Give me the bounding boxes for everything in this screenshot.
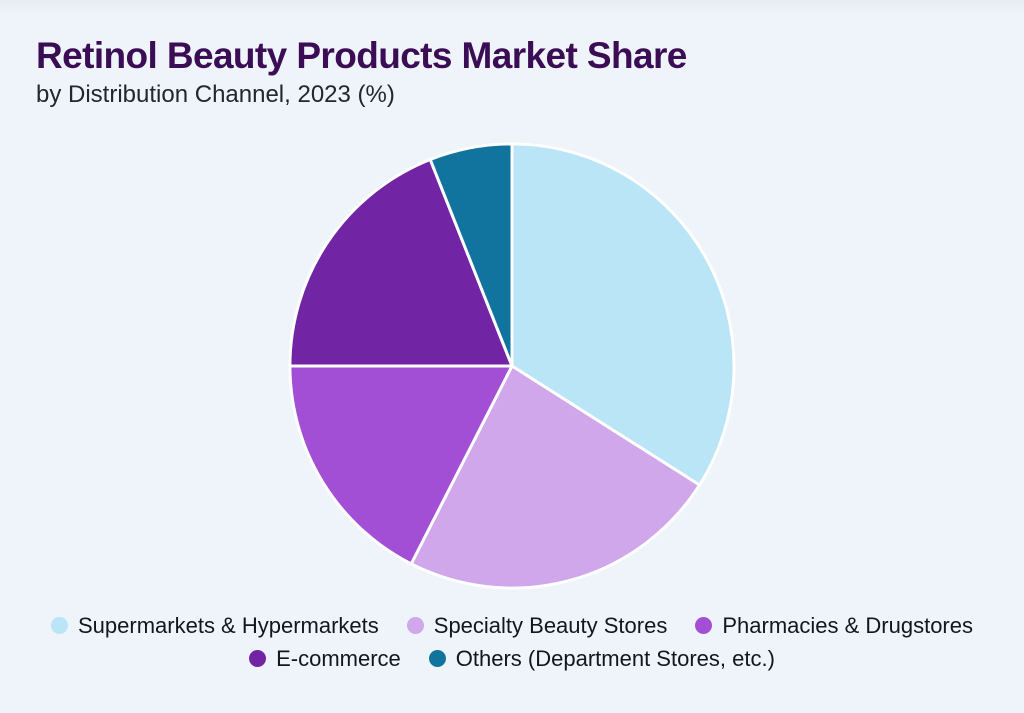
legend-swatch-icon [406,617,424,635]
legend-swatch-icon [695,617,713,635]
pie-slice-4 [288,157,514,368]
pie-slice-3 [288,364,514,565]
legend-item-4: E-commerce [249,646,401,672]
pie-chart-svg [288,142,736,590]
legend-swatch-icon [428,650,446,668]
legend-label: Pharmacies & Drugstores [722,612,973,638]
legend-item-3: Pharmacies & Drugstores [695,613,973,639]
legend-label: Specialty Beauty Stores [433,612,668,638]
legend-item-5: Others (Department Stores, etc.) [428,645,775,672]
legend: Supermarkets & Hypermarkets Specialty Bea… [0,613,1024,672]
legend-label: Supermarkets & Hypermarkets [78,612,379,638]
pie-chart-area [0,139,1024,593]
chart-header: Retinol Beauty Products Market Share by … [0,0,1024,109]
legend-row-2: E-commerce Others (Department Stores, etc… [249,646,775,672]
legend-item-2: Specialty Beauty Stores [406,612,668,639]
pie-slice-2 [409,364,701,590]
chart-title: Retinol Beauty Products Market Share [36,35,687,76]
legend-swatch-icon [249,650,267,668]
legend-swatch-icon [51,617,68,635]
chart-subtitle: by Distribution Channel, 2023 (%) [36,80,395,108]
legend-label: Others (Department Stores, etc.) [455,645,775,671]
pie-slice-5 [428,142,514,368]
legend-row-1: Supermarkets & Hypermarkets Specialty Bea… [51,613,973,639]
legend-item-1: Supermarkets & Hypermarkets [51,613,379,639]
legend-label: E-commerce [276,645,401,671]
